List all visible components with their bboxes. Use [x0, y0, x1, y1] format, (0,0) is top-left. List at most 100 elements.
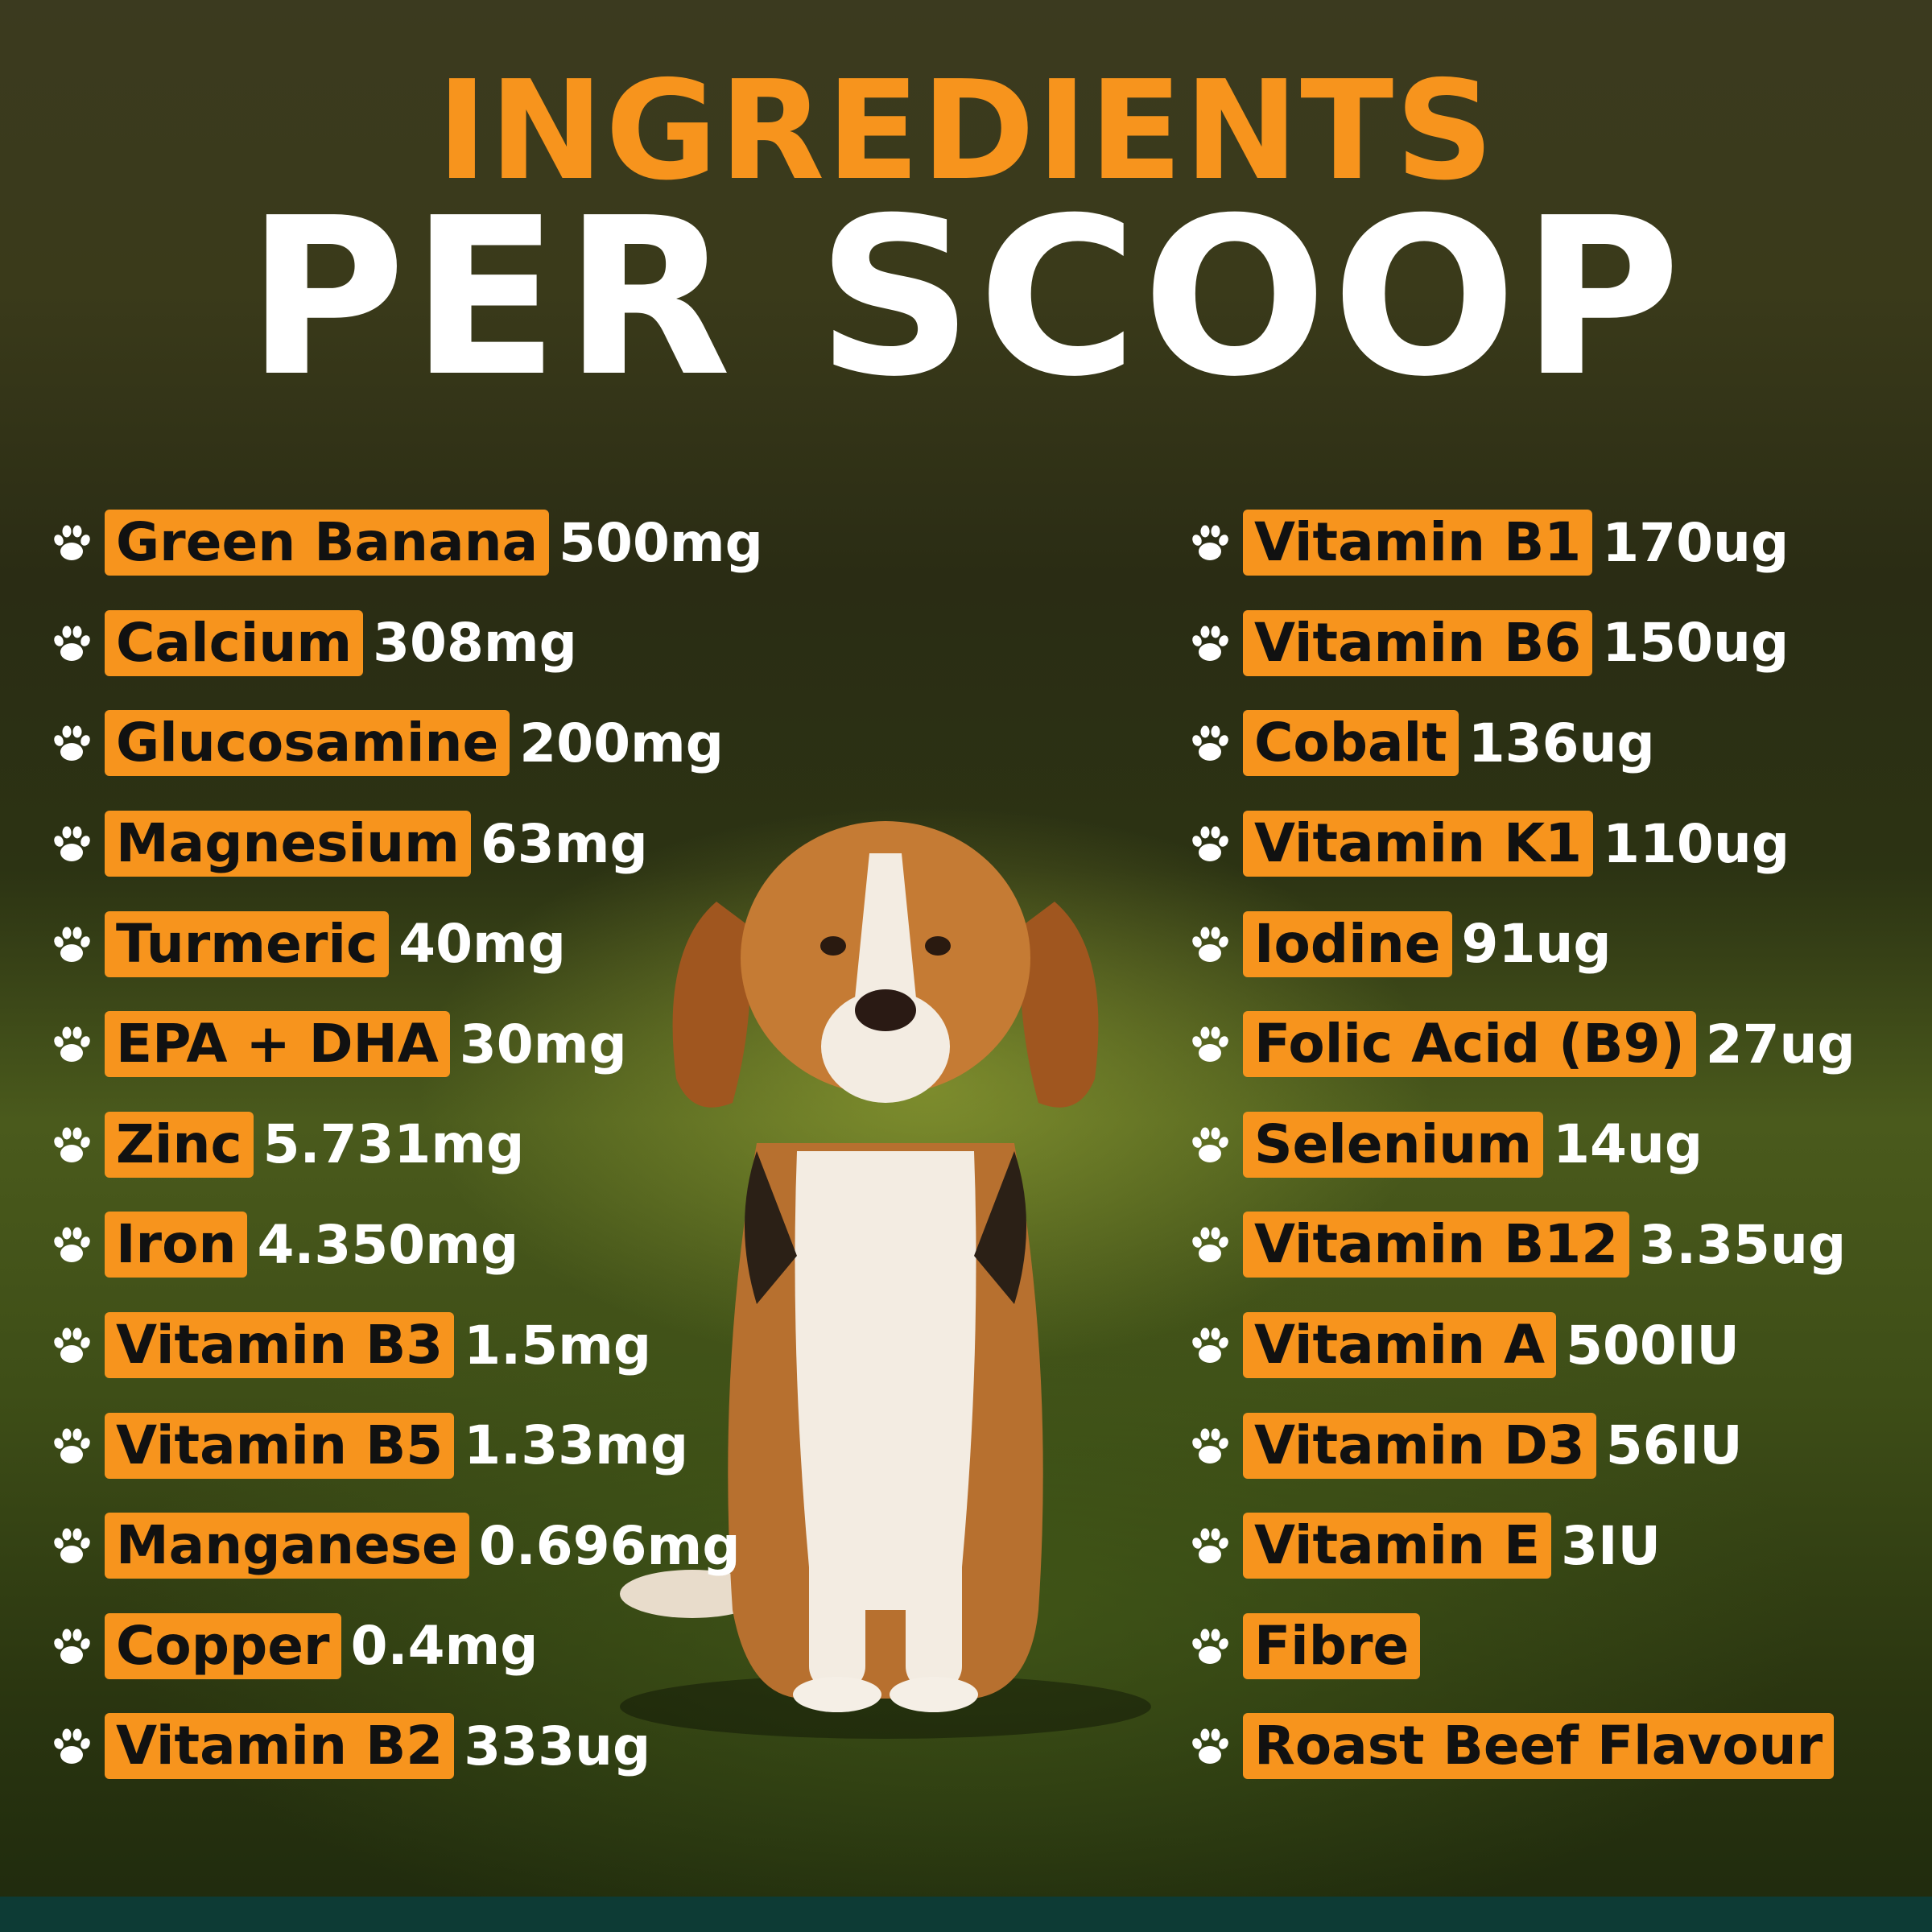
ingredient-name: Copper: [105, 1612, 341, 1679]
ingredient-name: Magnesium: [105, 811, 471, 877]
ingredient-amount: 63mg: [480, 812, 648, 875]
ingredient-amount: 3.35ug: [1639, 1213, 1847, 1276]
ingredient-name: Fibre: [1243, 1612, 1421, 1679]
paw-print-icon: [50, 1323, 93, 1367]
footer-strip: [0, 1897, 1932, 1932]
ingredient-row: Vitamin B1 170ug: [1188, 493, 1856, 593]
ingredient-amount: 14ug: [1553, 1113, 1703, 1176]
ingredient-amount: 333ug: [464, 1715, 651, 1777]
ingredient-amount: 56IU: [1605, 1414, 1743, 1477]
ingredient-row: Glucosamine 200mg: [50, 693, 763, 794]
paw-print-icon: [1188, 1223, 1232, 1266]
ingredient-row: EPA + DHA 30mg: [50, 994, 763, 1095]
ingredient-name: EPA + DHA: [105, 1011, 450, 1078]
ingredient-name: Glucosamine: [105, 710, 510, 777]
ingredient-amount: 170ug: [1602, 511, 1790, 574]
ingredient-name: Iron: [105, 1212, 248, 1278]
paw-print-icon: [1188, 521, 1232, 564]
ingredient-amount: 0.696mg: [478, 1514, 741, 1577]
ingredient-row: Iron 4.350mg: [50, 1195, 763, 1295]
ingredient-row: Fibre: [1188, 1596, 1856, 1697]
paw-print-icon: [1188, 822, 1232, 865]
ingredient-amount: 500IU: [1566, 1314, 1740, 1377]
ingredients-right-column: Vitamin B1 170ug Vitamin B6 150ug Cobalt 136u…: [1188, 493, 1856, 1797]
ingredient-row: Vitamin B6 150ug: [1188, 593, 1856, 694]
ingredient-amount: 91ug: [1461, 913, 1612, 976]
ingredient-name: Green Banana: [105, 510, 550, 576]
paw-print-icon: [1188, 1524, 1232, 1567]
ingredient-row: Vitamin E 3IU: [1188, 1496, 1856, 1596]
paw-print-icon: [1188, 1022, 1232, 1066]
ingredient-amount: 3IU: [1561, 1514, 1662, 1577]
paw-print-icon: [50, 1624, 93, 1668]
paw-print-icon: [50, 1524, 93, 1567]
paw-print-icon: [1188, 923, 1232, 966]
paw-print-icon: [50, 1223, 93, 1266]
paw-print-icon: [1188, 1424, 1232, 1468]
ingredient-amount: 200mg: [519, 712, 724, 774]
paw-print-icon: [50, 621, 93, 665]
ingredient-row: Vitamin B2 333ug: [50, 1696, 763, 1797]
paw-print-icon: [1188, 1123, 1232, 1166]
ingredient-name: Manganese: [105, 1513, 469, 1579]
ingredient-amount: 136ug: [1468, 712, 1655, 774]
paw-print-icon: [50, 923, 93, 966]
ingredient-row: Vitamin A 500IU: [1188, 1295, 1856, 1396]
paw-print-icon: [1188, 721, 1232, 765]
paw-print-icon: [1188, 621, 1232, 665]
paw-print-icon: [50, 1022, 93, 1066]
ingredient-amount: 27ug: [1705, 1013, 1856, 1075]
ingredient-amount: 40mg: [398, 913, 567, 976]
paw-print-icon: [50, 721, 93, 765]
ingredient-name: Vitamin B2: [105, 1713, 455, 1780]
ingredient-row: Green Banana 500mg: [50, 493, 763, 593]
ingredient-name: Vitamin B1: [1243, 510, 1593, 576]
ingredient-row: Selenium 14ug: [1188, 1095, 1856, 1195]
ingredient-amount: 1.5mg: [464, 1314, 652, 1377]
paw-print-icon: [1188, 1323, 1232, 1367]
ingredient-name: Iodine: [1243, 910, 1452, 977]
ingredient-row: Zinc 5.731mg: [50, 1095, 763, 1195]
ingredient-amount: 30mg: [459, 1013, 627, 1075]
ingredient-name: Turmeric: [105, 910, 390, 977]
paw-print-icon: [50, 822, 93, 865]
ingredient-name: Cobalt: [1243, 710, 1459, 777]
ingredient-row: Calcium 308mg: [50, 593, 763, 694]
ingredient-name: Vitamin B5: [105, 1412, 455, 1479]
ingredient-name: Roast Beef Flavour: [1243, 1713, 1835, 1780]
ingredient-row: Vitamin B3 1.5mg: [50, 1295, 763, 1396]
ingredient-row: Manganese 0.696mg: [50, 1496, 763, 1596]
ingredient-amount: 150ug: [1602, 612, 1790, 675]
ingredient-row: Vitamin D3 56IU: [1188, 1395, 1856, 1496]
paw-print-icon: [50, 521, 93, 564]
ingredient-name: Selenium: [1243, 1111, 1544, 1178]
beagle-dog-image: [620, 821, 1151, 1739]
ingredient-row: Vitamin K1 110ug: [1188, 794, 1856, 894]
title-ingredients: INGREDIENTS: [436, 52, 1496, 211]
ingredient-row: Vitamin B12 3.35ug: [1188, 1195, 1856, 1295]
ingredient-row: Magnesium 63mg: [50, 794, 763, 894]
ingredient-amount: 0.4mg: [350, 1615, 539, 1678]
ingredient-name: Zinc: [105, 1111, 254, 1178]
ingredient-row: Vitamin B5 1.33mg: [50, 1395, 763, 1496]
ingredient-name: Vitamin E: [1243, 1513, 1552, 1579]
ingredient-amount: 5.731mg: [262, 1113, 525, 1176]
ingredient-name: Vitamin B12: [1243, 1212, 1630, 1278]
ingredient-name: Vitamin K1: [1243, 811, 1594, 877]
ingredient-name: Vitamin B3: [105, 1312, 455, 1379]
ingredient-row: Roast Beef Flavour: [1188, 1696, 1856, 1797]
ingredient-name: Calcium: [105, 609, 364, 676]
ingredient-name: Vitamin D3: [1243, 1412, 1596, 1479]
ingredient-row: Cobalt 136ug: [1188, 693, 1856, 794]
paw-print-icon: [50, 1724, 93, 1768]
ingredient-row: Folic Acid (B9) 27ug: [1188, 994, 1856, 1095]
ingredients-left-column: Green Banana 500mg Calcium 308mg Glucosamine…: [50, 493, 763, 1797]
title-per-scoop: PER SCOOP: [246, 171, 1686, 424]
ingredient-name: Folic Acid (B9): [1243, 1011, 1696, 1078]
ingredient-amount: 1.33mg: [464, 1414, 689, 1477]
paw-print-icon: [1188, 1624, 1232, 1668]
ingredient-row: Turmeric 40mg: [50, 894, 763, 994]
ingredient-amount: 308mg: [373, 612, 577, 675]
ingredient-row: Copper 0.4mg: [50, 1596, 763, 1697]
ingredient-name: Vitamin A: [1243, 1312, 1557, 1379]
